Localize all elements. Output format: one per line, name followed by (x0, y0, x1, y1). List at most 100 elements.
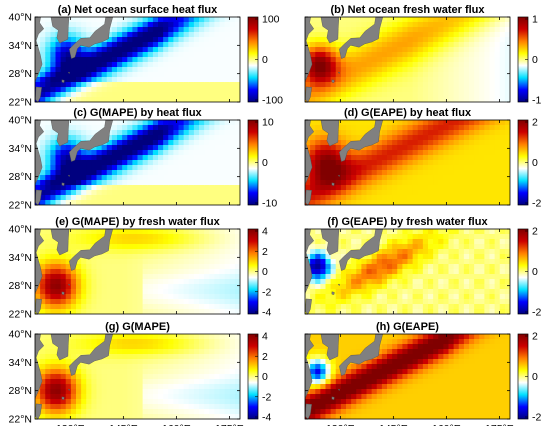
land-mask (35, 120, 114, 205)
colorbar: 2 0 -2 (517, 117, 541, 210)
y-tick-label: 22°N (9, 97, 32, 109)
field-raster (35, 17, 240, 102)
y-tick-label: 40°N (9, 12, 32, 24)
colorbar-tick-label: 0 (262, 371, 268, 383)
panel-h: (h) G(EAPE) 130°E 145°E 160°E 175°E 2 0 -2 (304, 321, 541, 426)
colorbar-tick-label: 0 (532, 266, 538, 278)
y-tick-label: 28°N (9, 68, 32, 80)
colorbar-tick-label: -2 (262, 286, 271, 298)
colorbar-tick-label: -100 (262, 95, 283, 107)
panel-title: (b) Net ocean fresh water flux (330, 4, 485, 16)
colorbar-tick-label: 0 (262, 54, 268, 66)
y-tick-label: 28°N (9, 385, 32, 397)
x-tick-label: 130°E (326, 423, 355, 426)
land-mask (305, 120, 384, 205)
colorbar-tick-label: 100 (262, 14, 280, 26)
panel-title: (e) G(MAPE) by fresh water flux (55, 216, 220, 228)
field-raster (35, 229, 240, 314)
y-tick-label: 34°N (9, 40, 32, 52)
colorbar-tick-label: -4 (262, 307, 271, 319)
panel-d: (d) G(EAPE) by heat flux 2 0 -2 (304, 107, 541, 210)
field-raster (35, 334, 240, 419)
panel-frame (304, 333, 511, 420)
field-raster (305, 17, 510, 102)
x-tick-label: 145°E (109, 423, 138, 426)
y-tick-label: 22°N (9, 414, 32, 426)
colorbar-tick-label: -2 (532, 412, 541, 424)
colorbar-tick-label: 2 (262, 246, 268, 258)
land-mask (305, 334, 384, 419)
colorbar: 10 0 -10 (247, 117, 277, 210)
land-mask (35, 229, 114, 314)
colorbar-tick-label: -2 (532, 198, 541, 210)
colorbar-tick-label: 0 (532, 54, 538, 66)
panel-title: (f) G(EAPE) by fresh water flux (327, 216, 488, 228)
field-raster (305, 229, 510, 314)
colorbar-tick-label: 2 (262, 351, 268, 363)
colorbar-tick-label: 1 (532, 14, 538, 26)
panel-c: (c) G(MAPE) by heat flux 22°N 28°N 34°N 40°N… (9, 107, 278, 212)
y-tick-label: 28°N (9, 280, 32, 292)
panel-title: (g) G(MAPE) (105, 321, 170, 333)
colorbar-tick-label: -2 (262, 391, 271, 403)
land-mask (305, 17, 384, 102)
colorbar: 4 2 0 -2 -4 (247, 226, 271, 319)
colorbar-tick-label: 10 (262, 117, 274, 129)
panel-frame (34, 228, 241, 315)
y-tick-label: 34°N (9, 357, 32, 369)
y-tick-label: 34°N (9, 143, 32, 155)
panel-frame (304, 228, 511, 315)
colorbar-tick-label: 2 (532, 331, 538, 343)
field-raster (35, 120, 240, 205)
panel-frame (304, 119, 511, 206)
x-tick-label: 130°E (56, 423, 85, 426)
land-mask (35, 334, 114, 419)
x-tick-label: 160°E (432, 423, 461, 426)
colorbar-tick-label: 2 (532, 226, 538, 238)
colorbar: 2 0 -2 (517, 226, 541, 319)
panel-frame (34, 333, 241, 420)
panel-frame (304, 16, 511, 103)
y-tick-label: 40°N (9, 115, 32, 127)
panel-f: (f) G(EAPE) by fresh water flux 2 0 -2 (304, 216, 541, 319)
field-raster (305, 334, 510, 419)
x-tick-label: 145°E (379, 423, 408, 426)
x-tick-label: 175°E (485, 423, 514, 426)
panel-title: (c) G(MAPE) by heat flux (73, 107, 202, 119)
y-tick-label: 28°N (9, 171, 32, 183)
y-tick-label: 22°N (9, 309, 32, 321)
panel-frame (34, 119, 241, 206)
panel-b: (b) Net ocean fresh water flux 1 0 -1 (304, 4, 541, 107)
colorbar-tick-label: -10 (262, 198, 277, 210)
colorbar-tick-label: 4 (262, 226, 268, 238)
field-raster (305, 120, 510, 205)
panel-title: (h) G(EAPE) (376, 321, 439, 333)
panels: (a) Net ocean surface heat flux 22°N 28°N 3… (9, 4, 542, 426)
colorbar-tick-label: -4 (262, 412, 271, 424)
colorbar: 100 0 -100 (247, 14, 283, 107)
colorbar-tick-label: 0 (532, 157, 538, 169)
colorbar: 4 2 0 -2 -4 (247, 331, 271, 424)
colorbar-tick-label: 0 (262, 157, 268, 169)
x-tick-label: 160°E (162, 423, 191, 426)
colorbar-tick-label: -1 (532, 95, 541, 107)
panel-g: (g) G(MAPE) 22°N 28°N 34°N 40°N 130°E 145°E 160… (9, 321, 272, 426)
panel-title: (d) G(EAPE) by heat flux (344, 107, 472, 119)
land-mask (35, 17, 114, 102)
panel-title: (a) Net ocean surface heat flux (58, 4, 218, 16)
y-tick-label: 40°N (9, 329, 32, 341)
colorbar-tick-label: -2 (532, 307, 541, 319)
y-tick-label: 40°N (9, 224, 32, 236)
colorbar: 1 0 -1 (517, 14, 541, 107)
panel-e: (e) G(MAPE) by fresh water flux 22°N 28°N 3… (9, 216, 272, 321)
colorbar-tick-label: 2 (532, 117, 538, 129)
colorbar-tick-label: 0 (532, 371, 538, 383)
colorbar: 2 0 -2 (517, 331, 541, 424)
y-tick-label: 22°N (9, 200, 32, 212)
x-tick-label: 175°E (215, 423, 244, 426)
land-mask (305, 229, 384, 314)
panel-a: (a) Net ocean surface heat flux 22°N 28°N 3… (9, 4, 284, 109)
colorbar-tick-label: 0 (262, 266, 268, 278)
panel-frame (34, 16, 241, 103)
